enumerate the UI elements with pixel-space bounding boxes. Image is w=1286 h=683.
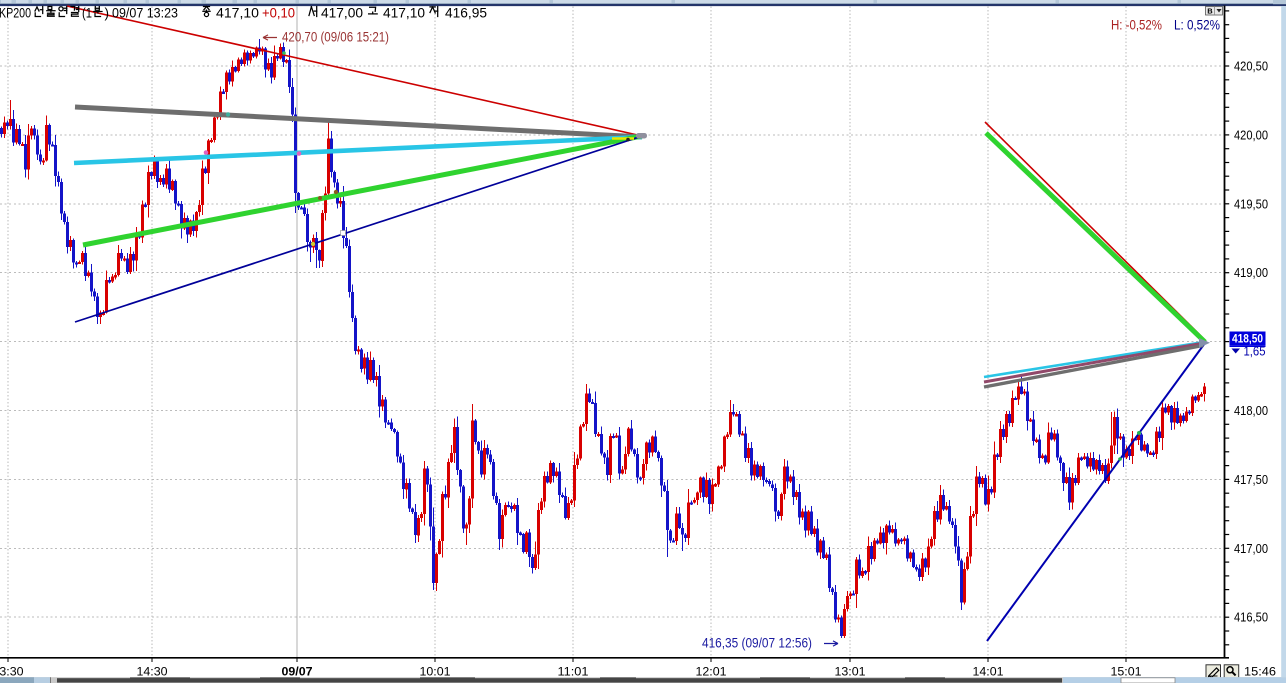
svg-text:416,95: 416,95 [445,5,487,21]
svg-text:H: -0,52%: H: -0,52% [1111,18,1162,33]
svg-text:417,50: 417,50 [1234,473,1268,487]
svg-text:12:01: 12:01 [696,665,727,679]
svg-text:14:30: 14:30 [137,665,168,679]
svg-text:10:01: 10:01 [420,665,451,679]
svg-text:13:01: 13:01 [835,665,866,679]
svg-text:13:30: 13:30 [0,665,24,679]
svg-text:418,50: 418,50 [1232,334,1263,346]
svg-text:419,50: 419,50 [1234,197,1268,211]
svg-text:): ) [105,5,110,21]
svg-text:B: B [1207,6,1213,15]
svg-text:L: 0,52%: L: 0,52% [1174,18,1220,33]
svg-text:419,00: 419,00 [1234,266,1268,280]
svg-text:(1: (1 [82,5,92,21]
svg-text:15:01: 15:01 [1111,665,1142,679]
svg-text:11:01: 11:01 [558,665,589,679]
svg-text:420,70 (09/06 15:21): 420,70 (09/06 15:21) [282,30,389,45]
svg-text:09/07 13:23: 09/07 13:23 [112,5,178,21]
svg-text:417,00: 417,00 [321,5,363,21]
svg-text:417,10: 417,10 [383,5,425,21]
svg-text:KP200: KP200 [0,5,31,21]
svg-text:417,10: 417,10 [216,5,259,21]
svg-text:420,50: 420,50 [1234,60,1268,74]
svg-text:420,00: 420,00 [1234,128,1268,142]
svg-text:15:46: 15:46 [1244,665,1276,679]
svg-text:418,00: 418,00 [1234,404,1268,418]
svg-text:1,65: 1,65 [1244,345,1266,359]
svg-text:+0,10: +0,10 [262,5,295,21]
svg-text:417,00: 417,00 [1234,542,1268,556]
svg-text:14:01: 14:01 [973,665,1004,679]
svg-text:09/07: 09/07 [282,665,313,679]
svg-text:416,50: 416,50 [1234,611,1268,625]
svg-text:416,35 (09/07 12:56): 416,35 (09/07 12:56) [702,636,812,651]
